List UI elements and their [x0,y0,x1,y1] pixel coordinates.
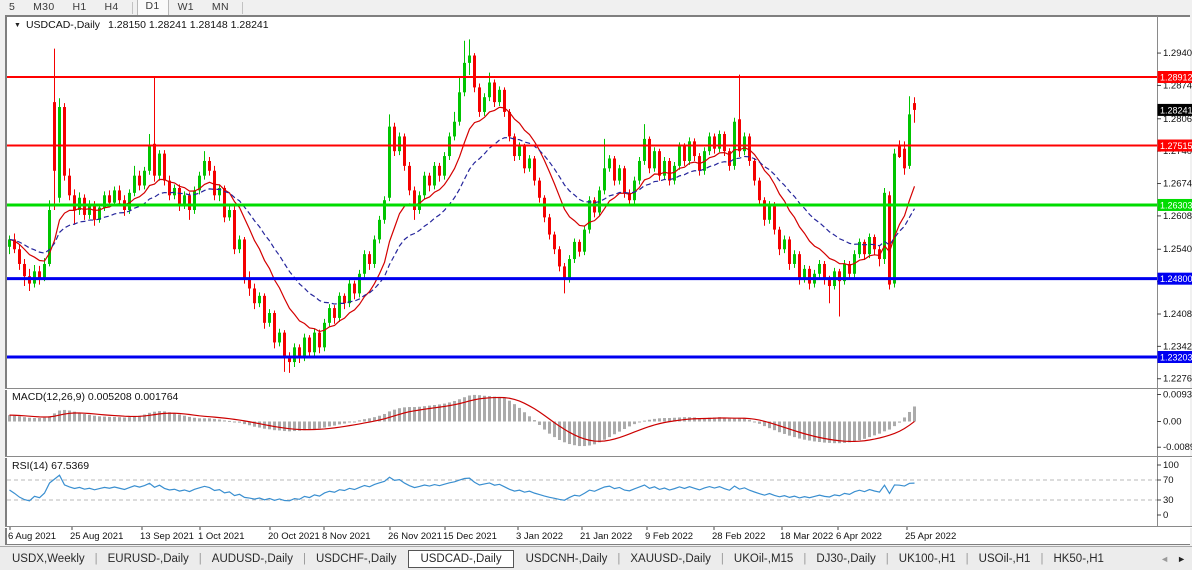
svg-text:15 Dec 2021: 15 Dec 2021 [443,531,497,542]
tab-usdx-weekly[interactable]: USDX,Weekly [12,553,85,565]
time-axis[interactable]: 6 Aug 2021 25 Aug 2021 13 Sep 2021 1 Oct 20… [8,527,956,542]
svg-text:1.28241: 1.28241 [1160,105,1192,115]
svg-text:1.25400: 1.25400 [1163,244,1192,255]
svg-text:20 Oct 2021: 20 Oct 2021 [268,531,320,542]
timeframe-button-m30[interactable]: M30 [33,1,55,13]
tab-separator: | [198,553,202,565]
tab-xauusd-daily[interactable]: XAUUSD-,Daily [630,553,711,565]
svg-text:70: 70 [1163,475,1174,486]
chart-tabs-bar: USDX,Weekly | EURUSD-,Daily | AUDUSD-,Daily |… [0,546,1192,570]
svg-text:1.23420: 1.23420 [1163,341,1192,352]
svg-text:1 Oct 2021: 1 Oct 2021 [198,531,244,542]
tab-separator: | [94,553,98,565]
svg-text:6 Aug 2021: 6 Aug 2021 [8,531,56,542]
moving-averages [9,106,916,333]
svg-text:1.24800: 1.24800 [1160,274,1192,284]
price-badges: 1.28912 1.27515 1.26303 1.24800 1.23203 1.282… [1157,71,1192,364]
svg-text:25 Aug 2021: 25 Aug 2021 [70,531,123,542]
chart-menu-dropdown-icon[interactable]: ▼ [14,22,21,29]
chart-ohlc-values: 1.28150 1.28241 1.28148 1.28241 [108,19,269,31]
svg-text:1.27515: 1.27515 [1160,141,1192,151]
svg-text:1.26740: 1.26740 [1163,179,1192,190]
price-axis[interactable]: 1.29400 1.28740 1.28060 1.27400 1.26740 1.260… [1157,48,1192,385]
tab-usdcnh-daily[interactable]: USDCNH-,Daily [525,553,608,565]
timeframe-button-mn[interactable]: MN [211,1,229,13]
svg-text:8 Nov 2021: 8 Nov 2021 [322,531,371,542]
svg-text:28 Feb 2022: 28 Feb 2022 [712,531,765,542]
svg-text:1.23203: 1.23203 [1160,353,1192,363]
toolbar-separator [131,1,133,14]
timeframe-toolbar: 5 M30 H1 H4 D1 W1 MN [0,0,1192,16]
tab-separator: | [965,553,969,565]
tabs-scroll-right-icon[interactable]: ► [1177,554,1186,564]
chart-title[interactable]: ▼ USDCAD-,Daily 1.28150 1.28241 1.28148 1.… [14,19,269,31]
svg-text:0.00: 0.00 [1163,417,1182,428]
tab-ukoil-m15[interactable]: UKOil-,M15 [733,553,794,565]
tab-separator: | [302,553,306,565]
support-resistance-lines[interactable] [7,76,1157,359]
svg-text:9 Feb 2022: 9 Feb 2022 [645,531,693,542]
indicator-axes: 0.009345 0.00 -0.00890 100 70 30 0 [1157,389,1192,521]
tab-separator: | [803,553,807,565]
svg-text:1.28740: 1.28740 [1163,80,1192,91]
timeframe-button-5[interactable]: 5 [9,1,16,13]
tab-hk50-h1[interactable]: HK50-,H1 [1053,553,1104,565]
svg-text:26 Nov 2021: 26 Nov 2021 [388,531,442,542]
svg-text:30: 30 [1163,495,1174,506]
svg-text:1.27400: 1.27400 [1163,146,1192,157]
svg-text:0: 0 [1163,510,1168,521]
panel-frame [5,16,1192,528]
rsi-indicator-label: RSI(14) 67.5369 [12,460,90,472]
chart-symbol-label: USDCAD-,Daily [25,19,101,31]
macd-indicator-label: MACD(12,26,9) 0.005208 0.001764 [12,391,179,403]
svg-text:13 Sep 2021: 13 Sep 2021 [140,531,194,542]
svg-text:100: 100 [1163,460,1179,471]
tabs-scroll-left-icon[interactable]: ◄ [1160,554,1170,564]
svg-text:21 Jan 2022: 21 Jan 2022 [580,531,632,542]
svg-text:0.009345: 0.009345 [1163,389,1192,400]
svg-text:1.28912: 1.28912 [1160,73,1192,83]
chart-canvas[interactable]: 1.29400 1.28740 1.28060 1.27400 1.26740 1.260… [5,15,1192,545]
tab-separator: | [1040,553,1044,565]
svg-text:1.26080: 1.26080 [1163,211,1192,222]
timeframe-button-h4[interactable]: H4 [104,1,119,13]
tab-separator: | [720,553,724,565]
timeframe-button-h1[interactable]: H1 [72,1,87,13]
svg-text:1.29400: 1.29400 [1163,48,1192,59]
rsi-panel [7,474,1157,502]
tab-separator: | [885,553,889,565]
tab-usdchf-daily[interactable]: USDCHF-,Daily [315,553,397,565]
tab-usoil-h1[interactable]: USOil-,H1 [978,553,1031,565]
svg-text:6 Apr 2022: 6 Apr 2022 [836,531,882,542]
timeframe-button-d1[interactable]: D1 [136,0,169,16]
svg-text:1.28060: 1.28060 [1163,114,1192,125]
tab-audusd-daily[interactable]: AUDUSD-,Daily [211,553,293,565]
tab-dj30-daily[interactable]: DJ30-,Daily [816,553,876,565]
svg-text:18 Mar 2022: 18 Mar 2022 [780,531,833,542]
macd-values: 0.005208 0.001764 [87,391,179,403]
candlestick-series [8,39,916,373]
svg-text:1.26303: 1.26303 [1160,200,1192,210]
svg-text:25 Apr 2022: 25 Apr 2022 [905,531,956,542]
rsi-value: 67.5369 [51,460,90,472]
tab-eurusd-daily[interactable]: EURUSD-,Daily [107,553,189,565]
svg-text:3 Jan 2022: 3 Jan 2022 [516,531,563,542]
macd-panel [8,394,916,447]
svg-text:-0.00890: -0.00890 [1163,442,1192,453]
svg-text:1.24080: 1.24080 [1163,309,1192,320]
tab-usdcad-daily[interactable]: USDCAD-,Daily [408,549,514,568]
tab-separator: | [617,553,621,565]
tab-uk100-h1[interactable]: UK100-,H1 [898,553,956,565]
toolbar-separator [241,1,243,14]
timeframe-button-w1[interactable]: W1 [177,1,194,13]
